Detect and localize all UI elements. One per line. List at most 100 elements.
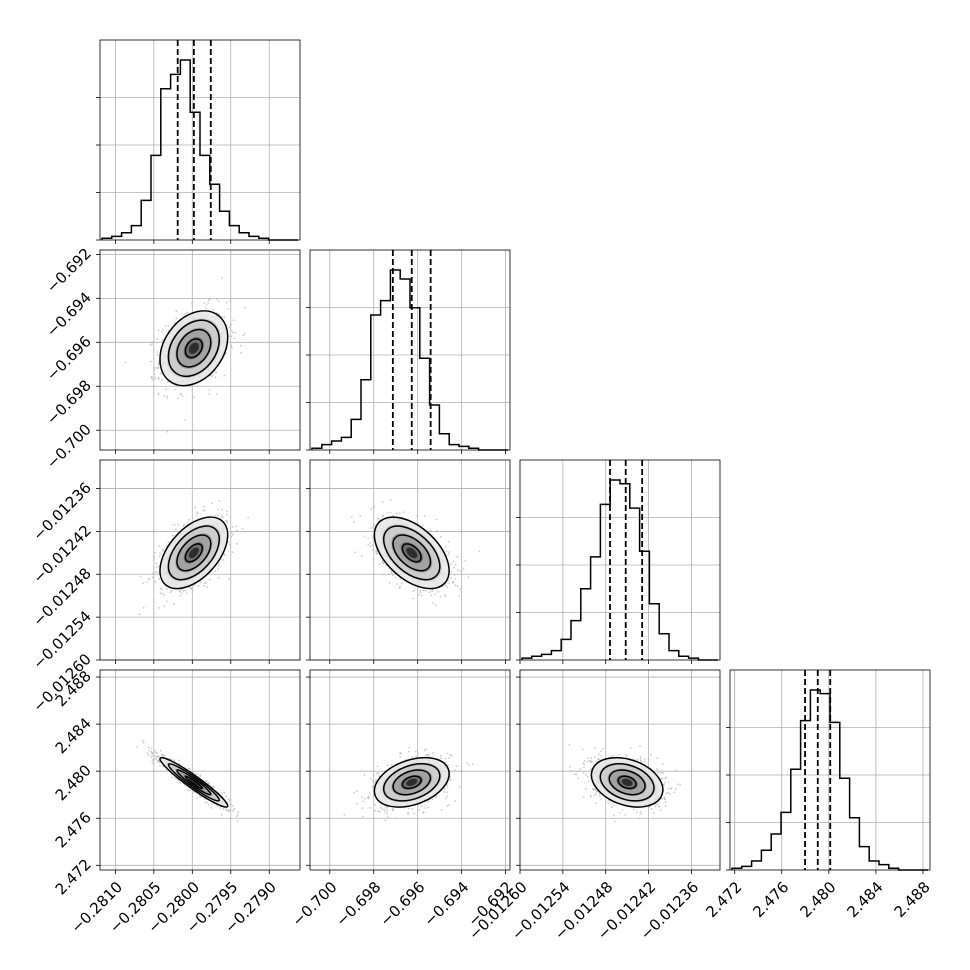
scatter-point: [361, 796, 363, 799]
scatter-point: [411, 756, 414, 758]
scatter-point: [450, 563, 452, 565]
scatter-point: [447, 764, 449, 767]
scatter-point: [219, 807, 222, 810]
scatter-point: [400, 752, 402, 755]
density-shading: [159, 310, 228, 386]
scatter-point: [595, 802, 597, 805]
x-tick-label: −0.696: [376, 878, 428, 930]
panel-background: [520, 460, 720, 660]
scatter-point: [414, 750, 417, 753]
scatter-point: [161, 754, 164, 757]
scatter-point: [379, 806, 382, 809]
scatter-point: [372, 526, 375, 528]
scatter-point: [417, 752, 419, 755]
scatter-point: [199, 774, 202, 777]
scatter-point: [215, 311, 218, 314]
contour-line-1: [382, 525, 441, 581]
scatter-point: [353, 521, 355, 523]
scatter-point: [343, 814, 346, 816]
scatter-point: [162, 754, 165, 756]
scatter-point: [191, 587, 194, 589]
scatter-point: [158, 565, 160, 567]
scatter-point: [182, 525, 185, 528]
scatter-point: [146, 752, 149, 754]
scatter-point: [206, 801, 209, 804]
scatter-point: [157, 329, 160, 332]
scatter-point: [203, 302, 206, 305]
scatter-point: [163, 605, 166, 608]
y-tick-label: −0.700: [43, 420, 95, 472]
contour-line-3: [184, 338, 204, 359]
panel-2-2: [516, 459, 721, 664]
scatter-point: [639, 745, 641, 747]
scatter-point: [452, 580, 455, 583]
scatter-point: [232, 331, 234, 334]
scatter-point: [423, 749, 426, 752]
scatter-point: [595, 760, 598, 763]
scatter-point: [386, 512, 389, 514]
scatter-point: [216, 298, 218, 300]
scatter-point: [230, 344, 233, 347]
scatter-point: [197, 585, 200, 588]
scatter-point: [214, 376, 217, 379]
scatter-point: [408, 750, 410, 753]
scatter-point: [607, 801, 609, 804]
scatter-point: [225, 795, 228, 798]
scatter-point: [598, 792, 601, 795]
scatter-point: [448, 804, 450, 806]
scatter-point: [394, 817, 397, 820]
scatter-point: [230, 803, 233, 805]
scatter-point: [172, 534, 174, 537]
scatter-point: [444, 757, 447, 760]
scatter-point: [427, 754, 429, 757]
scatter-point: [399, 756, 402, 758]
scatter-point: [363, 773, 366, 776]
scatter-point: [162, 765, 165, 768]
scatter-point: [152, 763, 155, 765]
scatter-point: [205, 304, 208, 306]
scatter-point: [350, 516, 353, 518]
scatter-point: [664, 781, 666, 784]
scatter-point: [435, 795, 438, 798]
scatter-point: [449, 753, 451, 756]
scatter-point: [579, 768, 581, 771]
scatter-point: [159, 587, 162, 590]
scatter-point: [212, 309, 215, 311]
scatter-point: [467, 764, 470, 766]
scatter-point: [172, 530, 175, 533]
scatter-point: [378, 518, 380, 520]
scatter-point: [204, 801, 207, 804]
scatter-point: [371, 536, 374, 539]
density-level: [188, 778, 199, 787]
scatter-point: [427, 806, 430, 809]
scatter-point: [419, 589, 422, 592]
scatter-point: [374, 781, 376, 783]
scatter-point: [222, 808, 225, 810]
scatter-point: [229, 543, 231, 546]
scatter-point: [159, 552, 162, 555]
scatter-point: [444, 595, 447, 597]
scatter-point: [175, 317, 178, 320]
contour-line-0: [373, 756, 450, 808]
scatter-point: [444, 584, 447, 587]
scatter-point: [372, 774, 375, 776]
scatter-point: [154, 377, 157, 380]
scatter-point: [231, 534, 234, 536]
panel-3-0: −0.2810−0.2805−0.2800−0.2795−0.27902.472…: [52, 667, 301, 937]
scatter-point: [656, 771, 659, 774]
scatter-point: [446, 752, 449, 755]
scatter-point: [399, 585, 401, 588]
histogram-1: [311, 269, 508, 451]
scatter-point: [151, 759, 154, 761]
scatter-point: [458, 786, 461, 788]
scatter-point: [158, 545, 161, 548]
scatter-point: [375, 779, 377, 781]
scatter-point: [450, 577, 452, 579]
scatter-point: [243, 333, 246, 335]
scatter-point: [154, 580, 157, 583]
scatter-point: [418, 808, 420, 811]
scatter-point: [444, 593, 446, 596]
scatter-point: [124, 361, 127, 364]
scatter-point: [368, 792, 371, 794]
scatter-point: [597, 753, 600, 755]
